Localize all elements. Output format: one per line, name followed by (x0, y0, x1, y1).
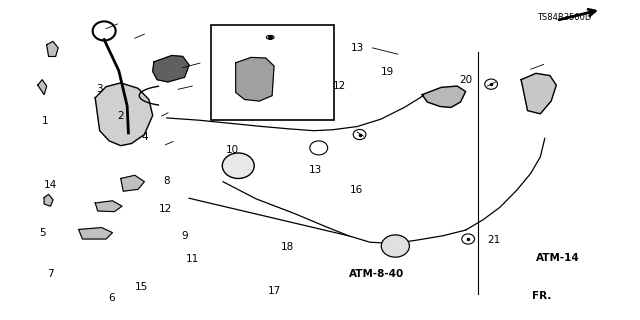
Text: 21: 21 (487, 235, 500, 245)
Text: 20: 20 (460, 75, 472, 85)
Text: 5: 5 (39, 228, 45, 238)
Polygon shape (47, 42, 58, 56)
Polygon shape (95, 83, 153, 146)
Polygon shape (79, 228, 113, 239)
Polygon shape (95, 201, 122, 212)
Polygon shape (521, 73, 556, 114)
Ellipse shape (222, 153, 254, 179)
Text: 3: 3 (97, 84, 103, 94)
Text: ATM-14: ATM-14 (536, 253, 580, 263)
Text: FR.: FR. (532, 292, 551, 301)
Text: 17: 17 (268, 286, 281, 296)
Text: 7: 7 (47, 269, 54, 279)
Text: 2: 2 (118, 111, 124, 121)
Ellipse shape (381, 235, 410, 257)
Bar (211, 25, 334, 120)
Text: 18: 18 (280, 242, 294, 252)
Polygon shape (38, 80, 47, 95)
Polygon shape (422, 86, 466, 108)
Text: TS84B3500D: TS84B3500D (537, 13, 591, 22)
Text: 10: 10 (225, 146, 239, 156)
Polygon shape (44, 195, 53, 206)
Text: 11: 11 (186, 254, 199, 264)
Text: 15: 15 (135, 283, 148, 292)
Text: 8: 8 (164, 176, 170, 186)
Polygon shape (236, 57, 274, 101)
Text: 19: 19 (381, 68, 394, 77)
Text: 13: 13 (308, 164, 322, 174)
Text: 6: 6 (108, 293, 115, 303)
Text: ATM-8-40: ATM-8-40 (349, 269, 404, 279)
Text: 12: 12 (159, 204, 172, 214)
Polygon shape (121, 175, 145, 191)
Text: 12: 12 (333, 81, 346, 91)
Text: 1: 1 (42, 116, 49, 126)
Text: 4: 4 (141, 132, 148, 142)
Text: 16: 16 (350, 185, 364, 195)
Text: 13: 13 (351, 44, 364, 53)
Text: 9: 9 (181, 231, 188, 242)
Text: 14: 14 (44, 180, 58, 190)
Polygon shape (153, 55, 189, 82)
